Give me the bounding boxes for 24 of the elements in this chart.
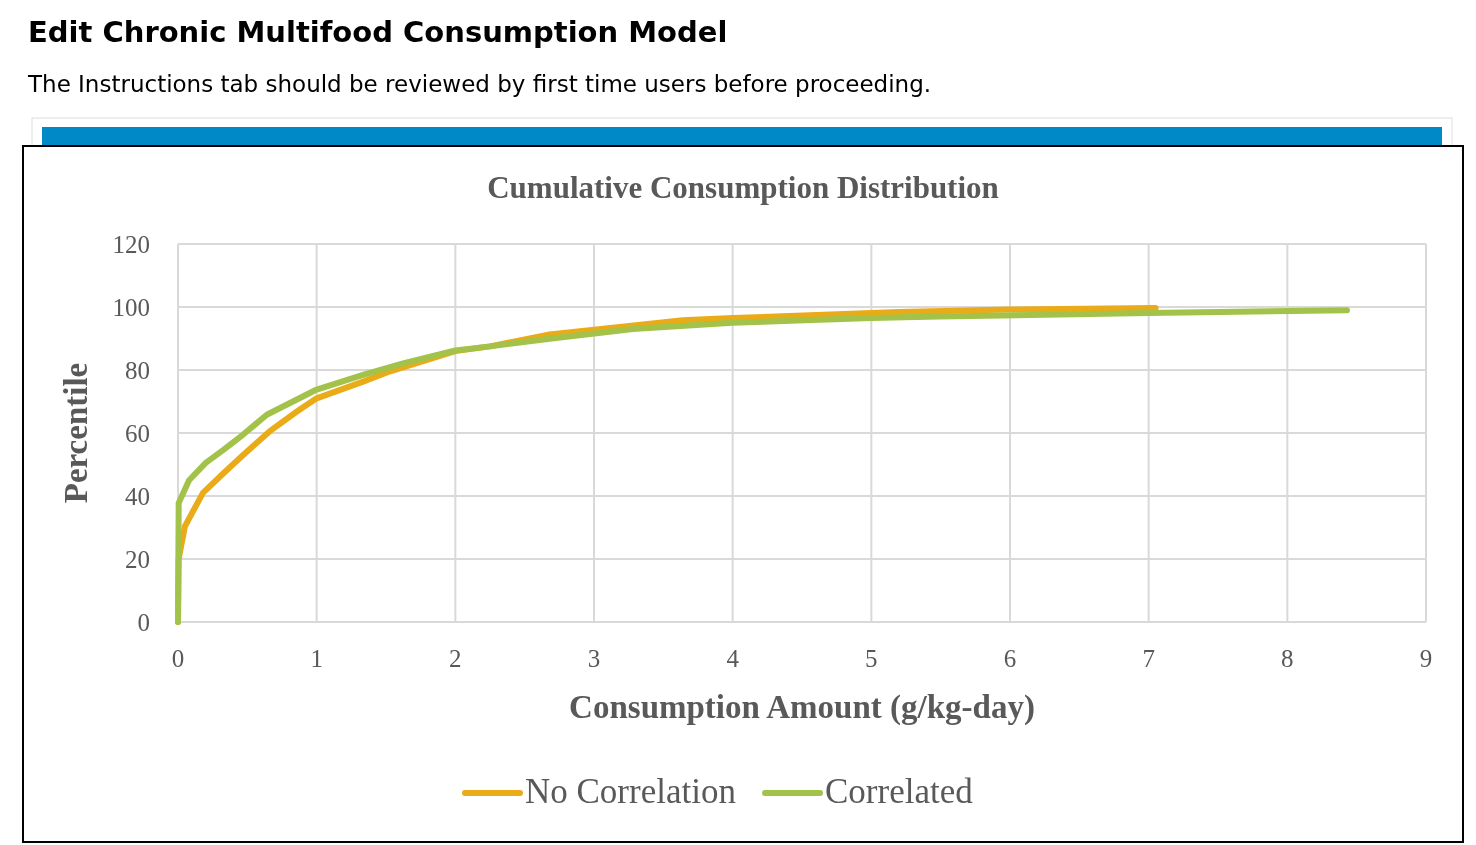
y-tick-label: 60: [125, 419, 150, 447]
x-tick-label: 5: [865, 645, 878, 672]
text: The Instructions tab should be reviewed by first time users before proceeding.: [27, 71, 932, 97]
y-axis-title: Percentile: [58, 362, 94, 504]
legend-label: Correlated: [825, 772, 974, 811]
legend-label: No Correlation: [525, 772, 736, 811]
x-tick-label: 4: [726, 645, 740, 672]
x-tick-label: 2: [449, 645, 462, 672]
chart-title: Cumulative Consumption Distribution: [487, 170, 999, 205]
x-tick-label: 3: [587, 645, 601, 672]
y-tick-label: 40: [125, 482, 150, 510]
y-tick-label: 20: [125, 545, 150, 573]
x-tick-label: 7: [1142, 645, 1155, 672]
x-axis-title: Consumption Amount (g/kg-day): [569, 689, 1035, 726]
y-tick-label: 100: [112, 293, 150, 321]
y-tick-label: 0: [137, 608, 150, 636]
x-tick-label: 0: [171, 645, 185, 672]
x-tick-label: 6: [1003, 645, 1017, 672]
y-tick-label: 80: [125, 356, 150, 384]
x-tick-label: 9: [1419, 645, 1433, 672]
x-tick-label: 8: [1281, 645, 1294, 672]
text: Edit Chronic Multifood Consumption Model: [28, 15, 728, 49]
y-tick-label: 120: [112, 230, 150, 258]
x-tick-label: 1: [310, 645, 323, 672]
